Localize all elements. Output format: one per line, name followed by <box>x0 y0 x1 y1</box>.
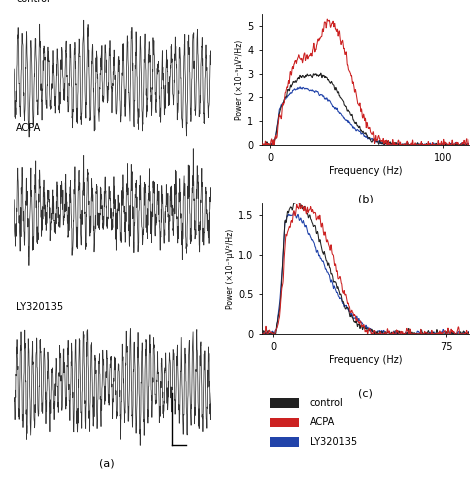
Bar <box>270 437 299 446</box>
Y-axis label: Power (×10⁻⁹μV²/Hz): Power (×10⁻⁹μV²/Hz) <box>227 228 236 309</box>
Text: LY320135: LY320135 <box>16 302 64 312</box>
Text: ACPA: ACPA <box>310 418 335 427</box>
Bar <box>270 418 299 427</box>
Bar <box>270 398 299 408</box>
Text: (b): (b) <box>358 194 374 204</box>
Y-axis label: Power (×10⁻⁹μV²/Hz): Power (×10⁻⁹μV²/Hz) <box>236 39 245 120</box>
X-axis label: Frequency (Hz): Frequency (Hz) <box>329 166 402 176</box>
Text: control: control <box>310 398 343 408</box>
X-axis label: Frequency (Hz): Frequency (Hz) <box>329 355 402 365</box>
Text: control: control <box>16 0 50 4</box>
Text: ACPA: ACPA <box>16 122 41 132</box>
Text: LY320135: LY320135 <box>310 437 356 447</box>
Text: (a): (a) <box>99 458 114 468</box>
Text: (c): (c) <box>358 389 373 399</box>
